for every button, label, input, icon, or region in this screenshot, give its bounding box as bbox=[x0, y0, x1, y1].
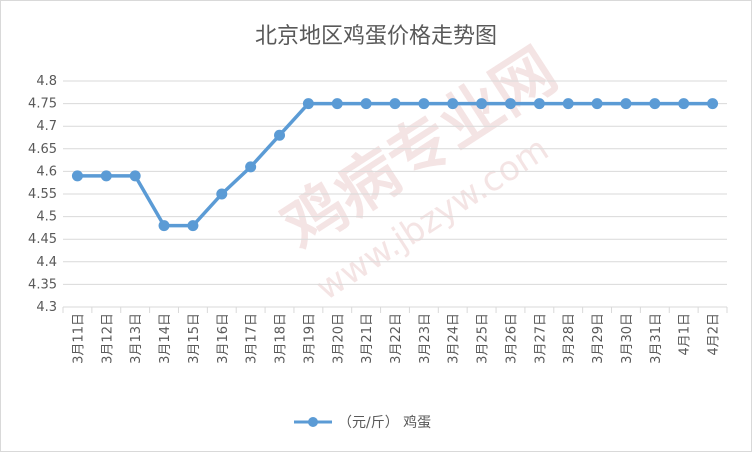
x-tick-label: 4月1日 bbox=[678, 313, 693, 356]
chart-title: 北京地区鸡蛋价格走势图 bbox=[255, 24, 497, 49]
x-tick-label: 3月15日 bbox=[187, 313, 202, 364]
x-tick-label: 3月26日 bbox=[504, 313, 519, 364]
data-point bbox=[245, 161, 257, 173]
data-point bbox=[274, 129, 286, 141]
grid-lines bbox=[62, 80, 728, 313]
x-tick-label: 3月21日 bbox=[360, 313, 375, 364]
data-point bbox=[504, 98, 516, 110]
data-point bbox=[591, 98, 603, 110]
x-tick-label: 3月24日 bbox=[447, 313, 462, 364]
x-tick-label: 3月11日 bbox=[71, 313, 86, 364]
x-tick-label: 3月14日 bbox=[158, 313, 173, 364]
x-tick-label: 3月17日 bbox=[245, 313, 260, 364]
data-point bbox=[389, 98, 401, 110]
y-axis-ticks: 4.3 4.35 4.4 4.45 4.5 4.55 4.6 4.65 4.7 4.75 4.8 bbox=[28, 74, 57, 315]
data-point bbox=[216, 188, 228, 200]
x-tick-label: 3月29日 bbox=[591, 313, 606, 364]
data-point bbox=[447, 98, 459, 110]
y-tick-label: 4.45 bbox=[28, 232, 57, 247]
x-tick-label: 3月28日 bbox=[562, 313, 577, 364]
y-tick-label: 4.55 bbox=[28, 187, 57, 202]
x-tick-label: 3月23日 bbox=[418, 313, 433, 364]
y-tick-label: 4.6 bbox=[36, 164, 57, 179]
y-tick-label: 4.35 bbox=[28, 277, 57, 292]
x-tick-label: 3月12日 bbox=[100, 313, 115, 364]
x-tick-label: 3月18日 bbox=[274, 313, 289, 364]
legend-marker bbox=[308, 417, 318, 427]
x-axis-ticks: 3月11日 3月12日 3月13日 3月14日 3月15日 3月16日 3月17日 3月18日… bbox=[71, 313, 721, 364]
data-point bbox=[620, 98, 632, 110]
data-point bbox=[302, 98, 314, 110]
data-point bbox=[331, 98, 343, 110]
x-tick-label: 3月27日 bbox=[533, 313, 548, 364]
y-tick-label: 4.7 bbox=[36, 119, 57, 134]
data-point bbox=[476, 98, 488, 110]
data-point bbox=[100, 170, 112, 182]
y-tick-label: 4.4 bbox=[36, 255, 57, 270]
x-tick-label: 3月13日 bbox=[129, 313, 144, 364]
data-point bbox=[678, 98, 690, 110]
data-point bbox=[533, 98, 545, 110]
y-tick-label: 4.65 bbox=[28, 142, 57, 157]
data-point bbox=[129, 170, 141, 182]
data-point bbox=[707, 98, 719, 110]
data-point bbox=[187, 220, 199, 232]
data-point bbox=[360, 98, 372, 110]
x-tick-label: 3月20日 bbox=[331, 313, 346, 364]
x-tick-label: 3月19日 bbox=[302, 313, 317, 364]
data-point bbox=[158, 220, 170, 232]
y-tick-label: 4.75 bbox=[28, 97, 57, 112]
y-tick-label: 4.3 bbox=[36, 300, 57, 315]
data-point bbox=[418, 98, 430, 110]
data-point bbox=[649, 98, 661, 110]
y-tick-label: 4.5 bbox=[36, 210, 57, 225]
legend: （元/斤） 鸡蛋 bbox=[294, 414, 431, 431]
data-point bbox=[71, 170, 83, 182]
x-tick-label: 3月30日 bbox=[620, 313, 635, 364]
x-tick-label: 3月31日 bbox=[649, 313, 664, 364]
y-tick-label: 4.8 bbox=[36, 74, 57, 89]
x-tick-label: 3月25日 bbox=[476, 313, 491, 364]
data-point bbox=[562, 98, 574, 110]
x-tick-label: 4月2日 bbox=[707, 313, 722, 356]
legend-label: （元/斤） 鸡蛋 bbox=[338, 414, 431, 431]
x-tick-label: 3月16日 bbox=[216, 313, 231, 364]
series-eggs bbox=[71, 98, 719, 232]
x-tick-label: 3月22日 bbox=[389, 313, 404, 364]
